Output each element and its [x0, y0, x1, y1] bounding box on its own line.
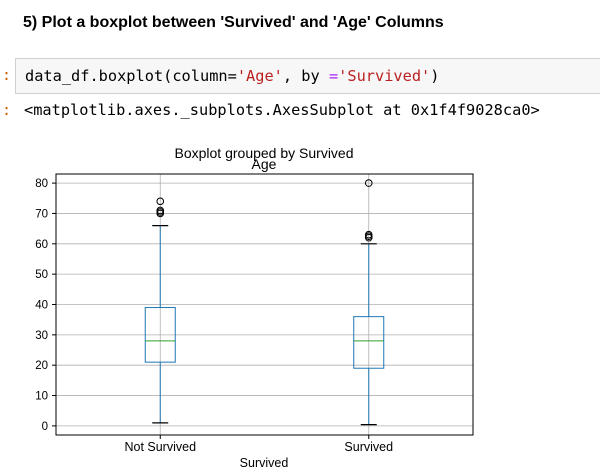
y-tick-label: 50 [35, 269, 48, 281]
x-axis-label: Survived [240, 456, 289, 470]
y-axis: 0 10 20 30 40 50 60 70 80 [35, 178, 56, 433]
section-heading: 5) Plot a boxplot between 'Survived' and… [23, 14, 444, 31]
plot-frame [55, 173, 474, 436]
outlier-point [364, 179, 373, 187]
y-tick-label: 0 [42, 421, 48, 433]
y-tick-label: 40 [35, 300, 48, 312]
y-tick-label: 70 [35, 208, 48, 220]
output-text: <matplotlib.axes._subplots.AxesSubplot a… [24, 101, 540, 119]
x-tick-label: Not Survived [124, 440, 196, 454]
box-iqr [144, 307, 176, 363]
code-input-cell[interactable]: data_df.boxplot(column='Age', by ='Survi… [15, 58, 600, 94]
x-axis: Not Survived Survived [124, 435, 393, 454]
code-text: data_df.boxplot(column='Age', by ='Survi… [25, 67, 440, 85]
output-prompt: : [2, 101, 12, 119]
chart-title: Age [252, 156, 277, 172]
y-tick-label: 60 [35, 239, 48, 251]
outlier-point [364, 230, 373, 239]
box-group [144, 197, 176, 424]
y-tick-label: 10 [35, 391, 48, 403]
box-iqr [353, 316, 385, 369]
box-group [353, 179, 385, 426]
outlier-point [156, 206, 165, 215]
y-tick-label: 20 [35, 360, 48, 372]
y-tick-label: 30 [35, 330, 48, 342]
input-prompt: : [2, 66, 12, 84]
y-tick-label: 80 [35, 178, 48, 190]
chart-suptitle: Boxplot grouped by Survived [175, 145, 354, 161]
outlier-point [156, 197, 165, 206]
boxes [144, 179, 385, 426]
x-tick-label: Survived [344, 440, 393, 454]
grid-lines [56, 174, 473, 435]
